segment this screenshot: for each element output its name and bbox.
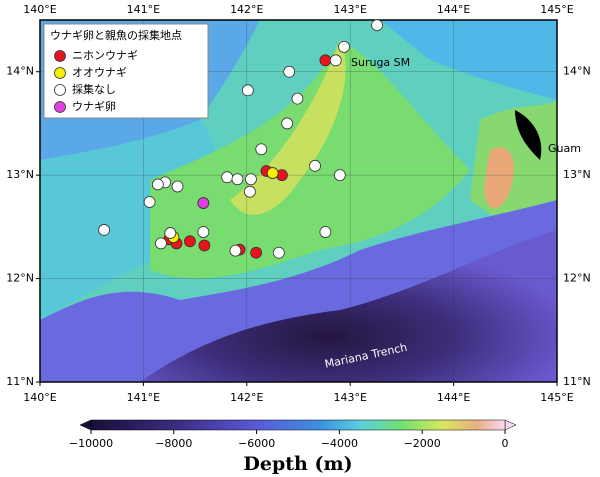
colorbar	[90, 419, 506, 431]
legend-box	[43, 23, 209, 119]
sample-point	[281, 117, 294, 130]
x-tick-label: 143°E	[333, 3, 366, 16]
sample-point	[241, 84, 254, 97]
legend-marker	[54, 84, 66, 96]
colorbar-tick-label: −2000	[404, 437, 441, 450]
colorbar-end	[504, 419, 517, 431]
x-tick-label: 141°E	[127, 391, 160, 404]
sample-point	[198, 239, 211, 252]
bathymetry	[40, 20, 557, 382]
y-tick-label: 11°N	[563, 375, 591, 388]
sample-point	[329, 54, 342, 67]
colorbar-end	[79, 419, 92, 431]
y-tick-label: 13°N	[563, 168, 591, 181]
colorbar-tick-label: −10000	[69, 437, 113, 450]
legend-marker	[54, 101, 66, 113]
sample-point	[164, 227, 177, 239]
x-tick-label: 140°E	[23, 391, 56, 404]
sample-point	[229, 244, 242, 257]
annotation: Suruga SM	[351, 56, 410, 69]
sample-point	[291, 92, 304, 105]
sample-point	[272, 246, 285, 259]
sample-point	[155, 237, 167, 250]
x-tick-label: 141°E	[127, 3, 160, 16]
y-tick-label: 12°N	[563, 272, 591, 285]
y-tick-label: 12°N	[6, 272, 34, 285]
legend-label: オオウナギ	[72, 66, 127, 79]
legend-title: ウナギ卵と親魚の採集地点	[50, 28, 182, 42]
colorbar-tick-label: −6000	[238, 437, 275, 450]
sample-point	[309, 159, 321, 172]
sample-point	[98, 224, 111, 236]
x-tick-label: 144°E	[437, 391, 470, 404]
sample-point	[231, 173, 244, 186]
annotation: Guam	[548, 142, 581, 155]
sample-point	[197, 226, 210, 238]
sample-point	[245, 173, 257, 186]
sample-point	[143, 196, 156, 208]
sample-point	[151, 178, 164, 191]
x-tick-label: 142°E	[230, 3, 263, 16]
sample-point	[338, 40, 350, 53]
sample-point	[283, 65, 296, 78]
sample-point	[255, 143, 268, 156]
legend-label: 採集なし	[72, 82, 116, 96]
sample-point	[319, 226, 332, 238]
legend-label: ニホンウナギ	[72, 49, 138, 62]
sample-point	[244, 185, 256, 198]
colorbar-label: Depth (m)	[243, 453, 352, 475]
x-tick-label: 145°E	[540, 3, 573, 16]
x-tick-label: 143°E	[333, 391, 366, 404]
legend-label: ウナギ卵	[72, 100, 116, 113]
sample-point	[197, 197, 210, 209]
colorbar-tick-label: 0	[502, 437, 509, 450]
y-tick-label: 11°N	[6, 375, 34, 388]
x-tick-label: 145°E	[540, 391, 573, 404]
legend-marker	[54, 67, 66, 79]
y-tick-label: 14°N	[563, 65, 591, 78]
sample-point	[371, 19, 383, 32]
y-tick-label: 14°N	[6, 65, 34, 78]
sample-point	[184, 235, 196, 248]
y-tick-label: 13°N	[6, 168, 34, 181]
sample-point	[221, 171, 234, 184]
sample-point	[266, 167, 279, 179]
x-tick-label: 144°E	[437, 3, 470, 16]
sample-point	[319, 54, 332, 67]
colorbar-tick-label: −4000	[321, 437, 358, 450]
x-tick-label: 142°E	[230, 391, 263, 404]
legend-marker	[54, 50, 66, 62]
sample-point	[250, 246, 263, 259]
sample-point	[333, 169, 346, 182]
x-tick-label: 140°E	[23, 3, 56, 16]
colorbar-tick-label: −8000	[155, 437, 192, 450]
sample-point	[171, 180, 184, 193]
